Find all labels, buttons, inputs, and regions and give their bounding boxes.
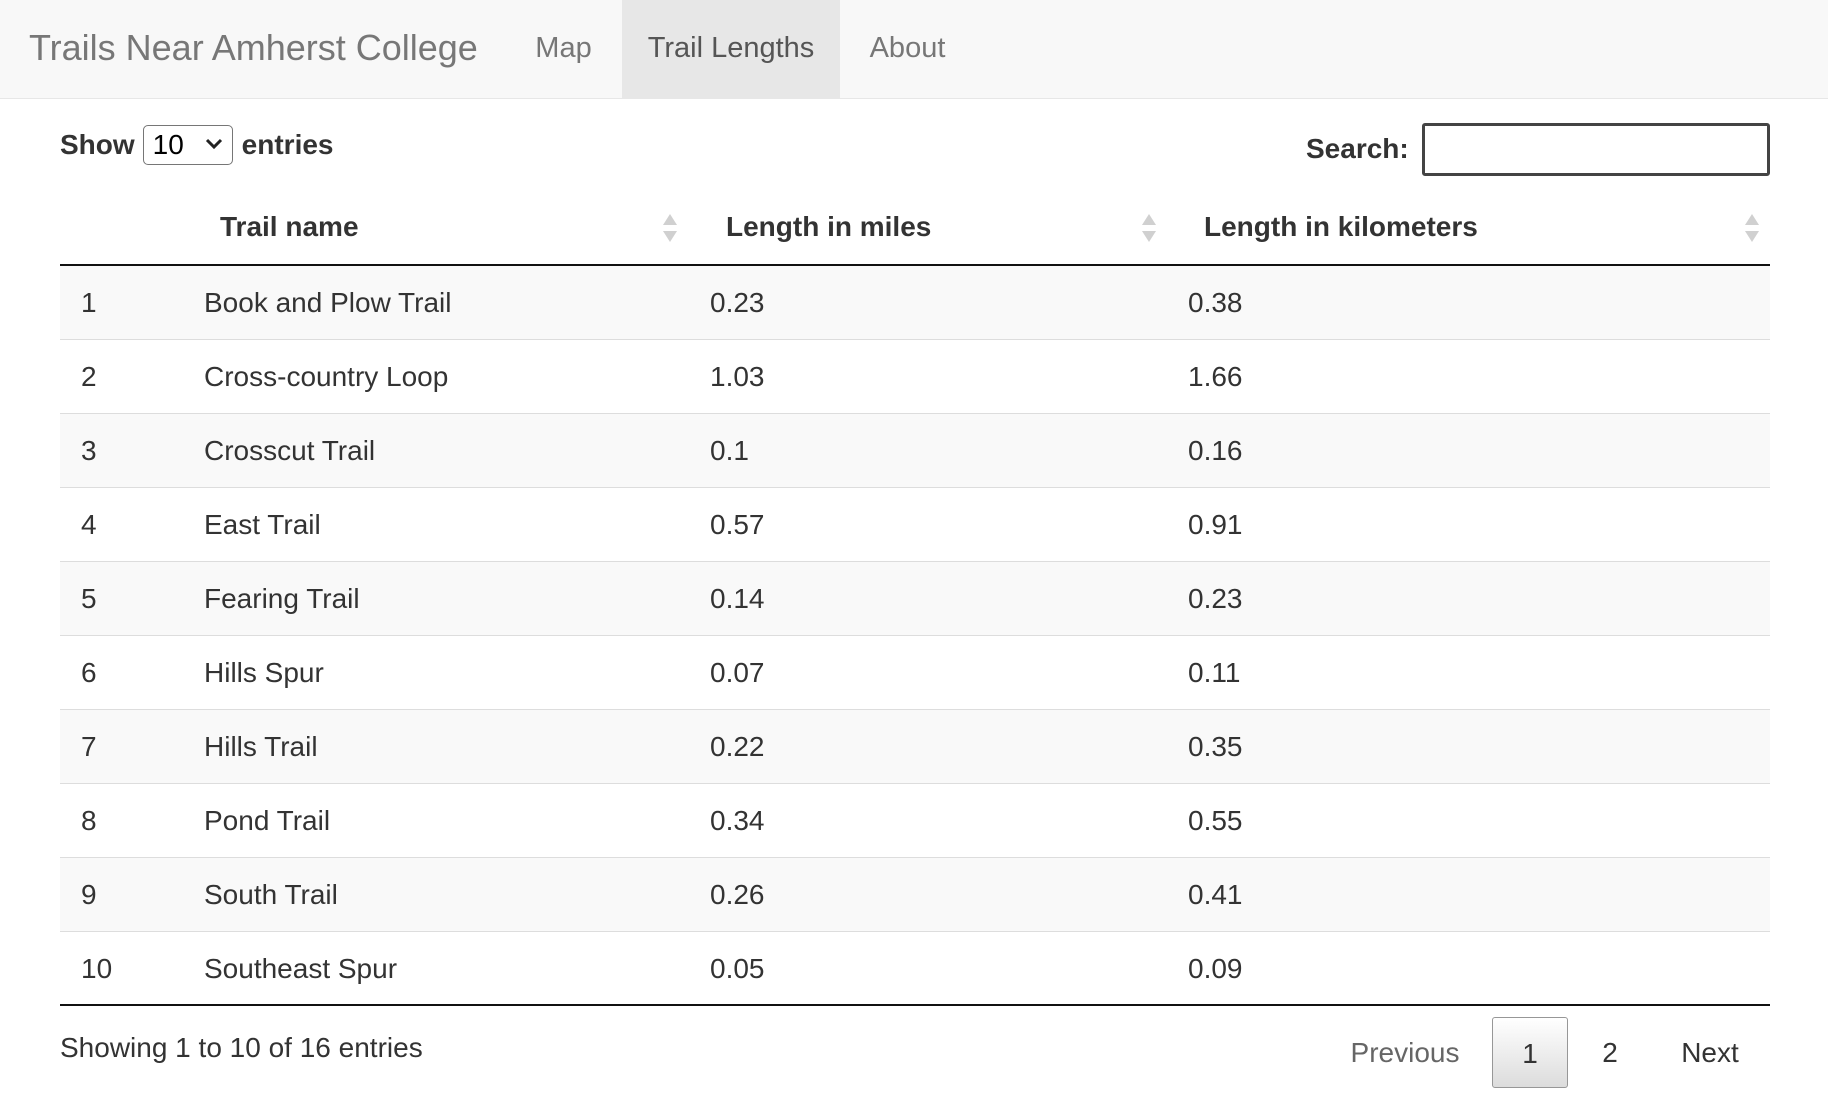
trail-name-cell: Book and Plow Trail [204, 287, 452, 318]
length-km-cell: 0.91 [1188, 509, 1243, 540]
table-row[interactable]: 1 Book and Plow Trail 0.23 0.38 [60, 266, 1770, 340]
table-row[interactable]: 10 Southeast Spur 0.05 0.09 [60, 932, 1770, 1006]
table-row[interactable]: 6 Hills Spur 0.07 0.11 [60, 636, 1770, 710]
length-miles-cell: 0.14 [710, 583, 765, 614]
pagination-previous[interactable]: Previous [1350, 1037, 1460, 1068]
length-km-cell: 0.23 [1188, 583, 1243, 614]
column-header-length-miles[interactable]: Length in miles [726, 211, 932, 242]
row-index: 1 [81, 287, 97, 318]
sort-icon[interactable] [661, 212, 679, 244]
trail-name-cell: Hills Trail [204, 731, 318, 762]
row-index: 5 [81, 583, 97, 614]
table-row[interactable]: 9 South Trail 0.26 0.41 [60, 858, 1770, 932]
row-index: 7 [81, 731, 97, 762]
length-km-cell: 0.41 [1188, 879, 1243, 910]
column-header-trail-name[interactable]: Trail name [220, 211, 359, 242]
row-index: 8 [81, 805, 97, 836]
tab-trail-lengths[interactable]: Trail Lengths [622, 0, 840, 99]
page-length-control: Show 10 entries [60, 124, 334, 166]
trail-lengths-table: Trail name Length in miles Length in kil… [60, 190, 1770, 1006]
search-label: Search: [1306, 133, 1409, 164]
trail-name-cell: Pond Trail [204, 805, 331, 836]
table-row[interactable]: 5 Fearing Trail 0.14 0.23 [60, 562, 1770, 636]
length-miles-cell: 0.57 [710, 509, 765, 540]
page-size-value: 10 [152, 129, 184, 160]
table-info: Showing 1 to 10 of 16 entries [60, 1032, 423, 1063]
length-km-cell: 0.09 [1188, 953, 1243, 984]
trail-name-cell: Crosscut Trail [204, 435, 376, 466]
row-index: 9 [81, 879, 97, 910]
length-km-cell: 0.16 [1188, 435, 1243, 466]
table-row[interactable]: 8 Pond Trail 0.34 0.55 [60, 784, 1770, 858]
show-label: Show [60, 129, 135, 160]
length-miles-cell: 0.26 [710, 879, 765, 910]
trail-name-cell: Fearing Trail [204, 583, 360, 614]
trail-name-cell: South Trail [204, 879, 338, 910]
table-row[interactable]: 4 East Trail 0.57 0.91 [60, 488, 1770, 562]
length-km-cell: 0.11 [1188, 657, 1241, 688]
pagination-page-2[interactable]: 2 [1602, 1037, 1618, 1068]
length-km-cell: 0.55 [1188, 805, 1243, 836]
trail-name-cell: Cross-country Loop [204, 361, 449, 392]
length-miles-cell: 0.05 [710, 953, 765, 984]
search-input[interactable] [1422, 123, 1770, 176]
row-index: 3 [81, 435, 97, 466]
trail-name-cell: East Trail [204, 509, 321, 540]
trail-name-cell: Southeast Spur [204, 953, 398, 984]
length-miles-cell: 0.23 [710, 287, 765, 318]
table-header: Trail name Length in miles Length in kil… [60, 190, 1770, 266]
tab-map[interactable]: Map [535, 32, 592, 64]
chevron-down-icon [205, 138, 222, 150]
length-miles-cell: 0.34 [710, 805, 765, 836]
length-km-cell: 0.35 [1188, 731, 1243, 762]
length-km-cell: 1.66 [1188, 361, 1243, 392]
table-row[interactable]: 2 Cross-country Loop 1.03 1.66 [60, 340, 1770, 414]
sort-icon[interactable] [1140, 212, 1158, 244]
length-miles-cell: 0.1 [710, 435, 749, 466]
row-index: 10 [81, 953, 113, 984]
page-size-select[interactable]: 10 [142, 125, 233, 165]
tab-about[interactable]: About [869, 32, 946, 64]
length-miles-cell: 0.07 [710, 657, 765, 688]
entries-label: entries [241, 129, 334, 160]
sort-icon[interactable] [1743, 212, 1761, 244]
app-title: Trails Near Amherst College [29, 27, 478, 68]
navbar: Trails Near Amherst College Map Trail Le… [0, 0, 1828, 99]
table-row[interactable]: 7 Hills Trail 0.22 0.35 [60, 710, 1770, 784]
table-row[interactable]: 3 Crosscut Trail 0.1 0.16 [60, 414, 1770, 488]
length-miles-cell: 1.03 [710, 361, 765, 392]
trail-name-cell: Hills Spur [204, 657, 324, 688]
row-index: 4 [81, 509, 97, 540]
pagination-page-1[interactable]: 1 [1492, 1017, 1568, 1088]
column-header-length-km[interactable]: Length in kilometers [1204, 211, 1478, 242]
row-index: 6 [81, 657, 97, 688]
pagination-next[interactable]: Next [1681, 1037, 1739, 1068]
length-km-cell: 0.38 [1188, 287, 1243, 318]
length-miles-cell: 0.22 [710, 731, 765, 762]
row-index: 2 [81, 361, 97, 392]
